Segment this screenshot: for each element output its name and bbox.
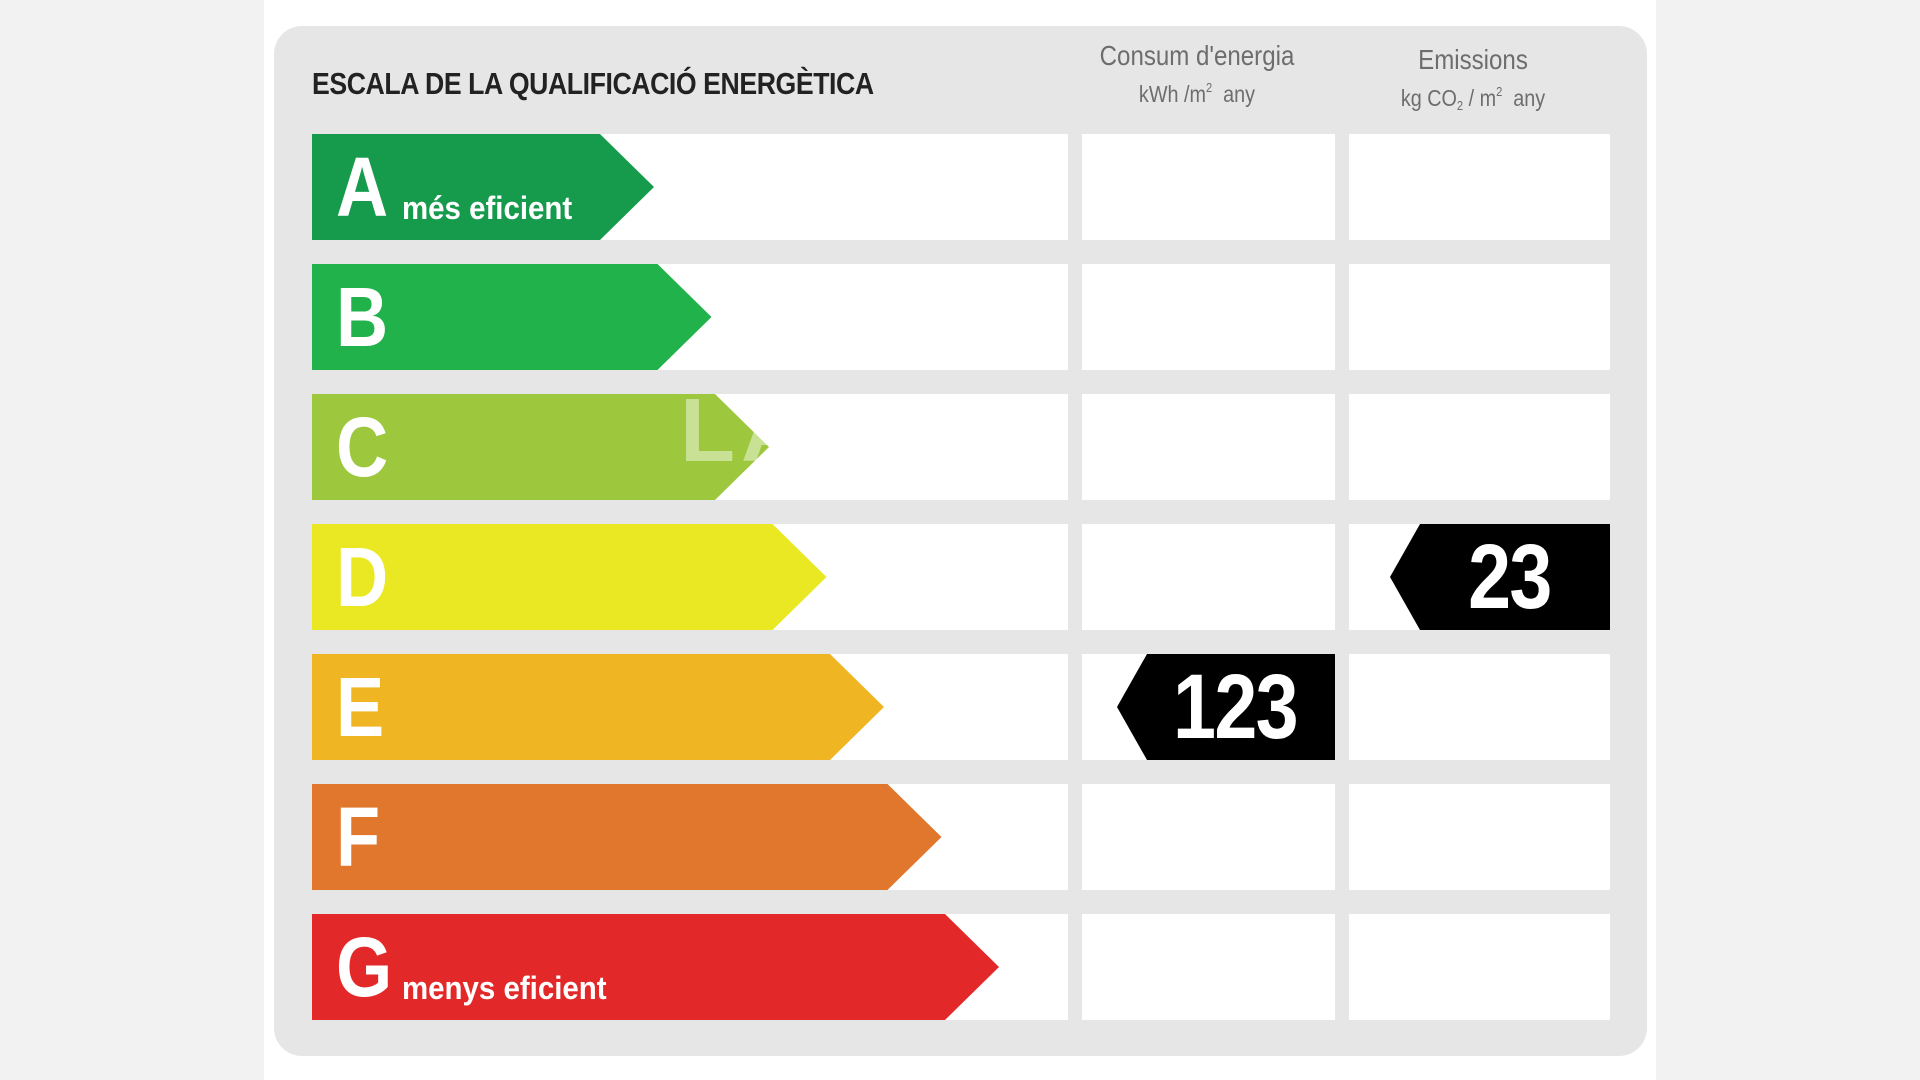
consumption-cell [1082,524,1335,630]
rating-row-c: C [312,394,1610,500]
consumption-value-badge: 123 [1117,654,1335,760]
emissions-value: 23 [1467,525,1552,628]
emissions-unit: kg CO2 / m2 any [1400,84,1546,113]
emissions-cell [1349,134,1610,240]
emissions-cell [1349,654,1610,760]
consumption-cell [1082,264,1335,370]
consumption-cell [1082,394,1335,500]
rating-letter: F [336,790,381,884]
rating-arrow-e: E [312,654,884,760]
rating-letter: B [336,270,389,364]
consumption-cell [1082,134,1335,240]
emissions-label: Emissions [1418,44,1528,75]
consumption-cell [1082,914,1335,1020]
emissions-cell [1349,264,1610,370]
rating-arrow-b: B [312,264,712,370]
energy-consumption-header: Consum d'energia kWh /m2 any [1082,40,1312,108]
rating-letter: C [336,400,389,494]
watermark-text: LA [680,381,812,481]
emissions-cell [1349,914,1610,1020]
rating-letter: E [336,660,385,754]
consumption-cell [1082,784,1335,890]
rating-row-d: D 23 [312,524,1610,630]
emissions-cell [1349,784,1610,890]
rating-letter: D [336,530,389,624]
rating-sublabel: menys eficient [402,970,607,1006]
rating-arrow-c: C [312,394,769,500]
emissions-header: Emissions kg CO2 / m2 any [1358,44,1588,113]
energy-consumption-unit: kWh /m2 any [1138,80,1256,107]
emissions-cell [1349,394,1610,500]
scale-title: ESCALA DE LA QUALIFICACIÓ ENERGÈTICA [312,66,874,101]
rating-arrow-f: F [312,784,942,890]
rating-letter: A [336,140,389,234]
rating-row-f: F [312,784,1610,890]
rating-arrow-d: D [312,524,827,630]
energy-consumption-label: Consum d'energia [1099,40,1295,71]
rating-row-b: B [312,264,1610,370]
rating-row-e: E 123 [312,654,1610,760]
emissions-value-badge: 23 [1390,524,1610,630]
rating-sublabel: més eficient [402,190,573,226]
consumption-value: 123 [1173,655,1299,758]
rating-letter: G [336,920,393,1014]
